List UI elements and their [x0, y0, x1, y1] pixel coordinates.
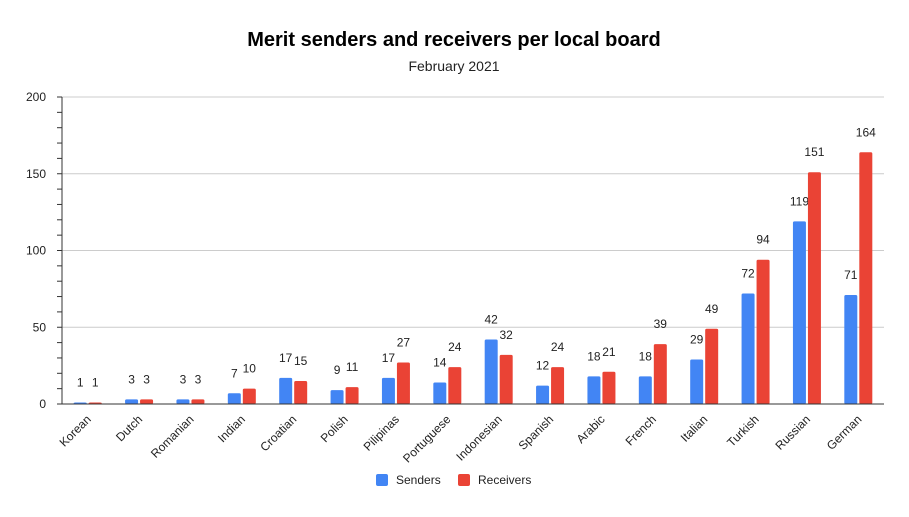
bar-receivers — [294, 380, 308, 404]
chart-subtitle: February 2021 — [408, 58, 499, 74]
data-label: 3 — [195, 372, 202, 386]
bar-receivers — [242, 388, 256, 404]
data-label: 15 — [294, 354, 308, 368]
bar-receivers — [551, 367, 565, 404]
data-label: 24 — [448, 340, 462, 354]
bar-senders — [690, 359, 704, 404]
bar-senders — [330, 390, 344, 404]
data-label: 17 — [279, 351, 293, 365]
bar-receivers — [705, 328, 719, 404]
data-label: 18 — [639, 349, 653, 363]
bar-receivers — [396, 362, 410, 404]
bar-senders — [176, 399, 190, 404]
data-label: 72 — [741, 266, 755, 280]
y-axis: 0 50 100 150 200 — [26, 90, 63, 411]
bar-receivers — [345, 387, 359, 404]
bar-senders — [792, 221, 806, 404]
bar-receivers — [140, 399, 154, 404]
bar-senders — [227, 393, 241, 404]
x-tick-label: Indian — [215, 412, 248, 445]
data-label: 29 — [690, 332, 704, 346]
x-tick-label: Russian — [772, 412, 813, 453]
bar-receivers — [448, 367, 462, 404]
data-label: 42 — [485, 313, 499, 327]
bar-receivers — [653, 344, 667, 404]
x-tick-label: Arabic — [574, 412, 608, 446]
x-tick-label: Pilipinas — [361, 412, 403, 454]
data-label: 151 — [804, 145, 824, 159]
bar-senders — [279, 377, 293, 404]
x-tick-label: Spanish — [516, 412, 557, 453]
data-label: 12 — [536, 359, 550, 373]
y-tick-label: 200 — [26, 90, 46, 104]
data-label: 3 — [180, 372, 187, 386]
data-label: 11 — [346, 360, 359, 374]
y-tick-label: 100 — [26, 244, 46, 258]
x-tick-label: Portuguese — [400, 412, 454, 466]
x-tick-label: Indonesian — [453, 412, 504, 463]
y-tick-label: 150 — [26, 167, 46, 181]
bar-receivers — [859, 152, 873, 404]
data-label: 164 — [856, 125, 876, 139]
data-label: 21 — [602, 345, 616, 359]
data-label: 71 — [844, 268, 858, 282]
data-label: 39 — [654, 317, 668, 331]
bar-receivers — [191, 399, 205, 404]
data-label: 17 — [382, 351, 396, 365]
data-label: 32 — [500, 328, 514, 342]
data-label: 1 — [92, 375, 99, 389]
x-tick-label: Romanian — [148, 412, 197, 461]
bar-senders — [741, 293, 755, 404]
bar-senders — [638, 376, 652, 404]
data-label: 24 — [551, 340, 565, 354]
data-label: 3 — [128, 372, 135, 386]
bar-senders — [587, 376, 601, 404]
data-label: 119 — [790, 194, 809, 208]
data-label: 1 — [77, 375, 84, 389]
bar-senders — [433, 382, 447, 404]
bar-senders — [125, 399, 139, 404]
x-tick-label: Turkish — [724, 412, 761, 449]
x-tick-label: Polish — [318, 412, 351, 445]
legend: Senders Receivers — [376, 473, 531, 487]
data-label: 18 — [587, 349, 601, 363]
bar-senders — [536, 385, 550, 404]
legend-swatch-senders — [376, 474, 388, 486]
bar-receivers — [602, 371, 616, 404]
data-label: 9 — [334, 363, 341, 377]
legend-label-receivers: Receivers — [478, 473, 531, 487]
bar-senders — [484, 339, 498, 404]
x-tick-label: Dutch — [113, 412, 145, 444]
data-label: 27 — [397, 336, 411, 350]
data-label: 10 — [243, 362, 257, 376]
legend-swatch-receivers — [458, 474, 470, 486]
y-tick-label: 0 — [39, 397, 46, 411]
x-tick-label: Korean — [57, 412, 94, 449]
data-label: 94 — [756, 233, 770, 247]
bar-receivers — [499, 354, 513, 404]
x-tick-label: French — [623, 412, 659, 448]
bar-receivers — [807, 172, 821, 404]
bar-senders — [381, 377, 395, 404]
x-tick-label: Italian — [678, 412, 711, 445]
data-label: 3 — [143, 372, 150, 386]
chart-title: Merit senders and receivers per local bo… — [247, 29, 661, 51]
data-label: 14 — [433, 356, 447, 370]
data-label: 7 — [231, 366, 238, 380]
data-label: 49 — [705, 302, 719, 316]
y-tick-label: 50 — [33, 320, 47, 334]
x-tick-label: Croatian — [257, 412, 299, 454]
bar-receivers — [756, 259, 770, 404]
x-axis: Korean Dutch Romanian Indian Croatian Polish P… — [57, 403, 884, 466]
legend-label-senders: Senders — [396, 473, 441, 487]
x-tick-label: German — [824, 412, 865, 453]
bar-senders — [844, 295, 858, 404]
